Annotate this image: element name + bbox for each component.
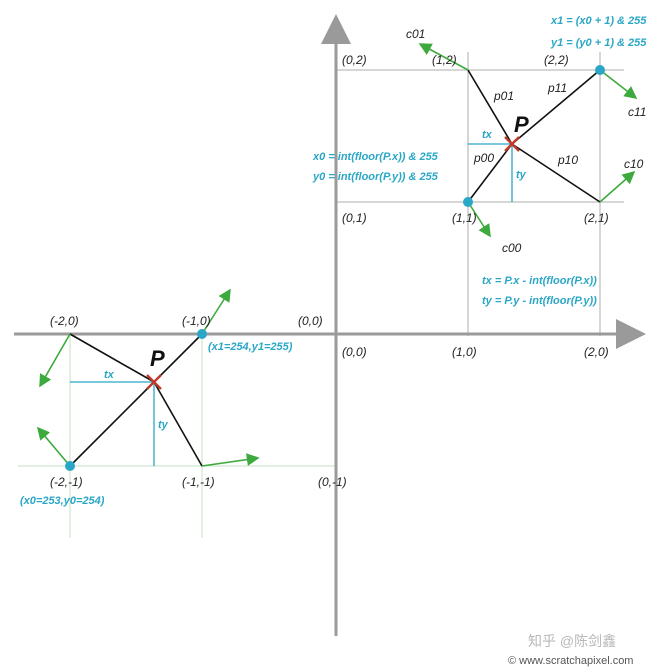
gradient-c01 [418, 43, 469, 71]
lower-gradients [36, 288, 260, 467]
segment-p11 [511, 69, 601, 145]
formula-tx: tx = P.x - int(floor(P.x)) [482, 275, 597, 287]
gradient [201, 453, 260, 467]
watermark-zhihu: 知乎 @陈剑鑫 [528, 633, 616, 649]
corner-dot-x1y1 [595, 65, 605, 75]
label-2-2: (2,2) [544, 53, 569, 67]
watermark-site: © www.scratchapixel.com [508, 655, 633, 667]
lower-grid [18, 336, 336, 538]
corner-dot-x0y0 [463, 197, 473, 207]
segment-p10 [511, 143, 601, 203]
wrap-label-lower: (x0=253,y0=254) [20, 495, 105, 507]
label-c01: c01 [406, 27, 425, 41]
point-p-lower-marker [146, 374, 162, 390]
label-neg1-0: (-1,0) [182, 314, 211, 328]
label-1-1: (1,1) [452, 211, 477, 225]
upper-segments [467, 69, 601, 203]
corner-dot-wrap-x1y1 [197, 329, 207, 339]
label-p01: p01 [493, 89, 514, 103]
label-origin-top: (0,0) [298, 314, 323, 328]
segment-p00 [467, 143, 513, 203]
segment [153, 333, 203, 383]
label-p11: p11 [547, 81, 567, 95]
corner-dot-wrap-x0y0 [65, 461, 75, 471]
formula-ty: ty = P.y - int(floor(P.y)) [482, 295, 597, 307]
formula-y0: y0 = int(floor(P.y)) & 255 [312, 171, 439, 183]
tx-label-lower: tx [104, 369, 115, 381]
label-1-0: (1,0) [452, 345, 477, 359]
label-0-neg1: (0,-1) [318, 475, 347, 489]
gradient-c11 [599, 69, 638, 99]
label-2-1: (2,1) [584, 211, 609, 225]
label-origin-bottom: (0,0) [342, 345, 367, 359]
label-0-1: (0,1) [342, 211, 367, 225]
label-c11: c11 [628, 105, 646, 119]
label-p00: p00 [473, 151, 494, 165]
gradient [36, 426, 71, 467]
label-c00: c00 [502, 241, 522, 255]
label-2-0: (2,0) [584, 345, 609, 359]
gradient-c00 [467, 201, 491, 238]
point-p-upper-marker [504, 136, 520, 152]
segment [69, 333, 155, 383]
formula-x0: x0 = int(floor(P.x)) & 255 [312, 151, 439, 163]
label-neg2-0: (-2,0) [50, 314, 79, 328]
gradient [201, 288, 231, 335]
upper-gradients [418, 43, 638, 238]
formula-y1: y1 = (y0 + 1) & 255 [550, 37, 647, 49]
tx-label-upper: tx [482, 129, 493, 141]
label-1-2: (1,2) [432, 53, 457, 67]
ty-label-upper: ty [516, 169, 527, 181]
wrap-label-upper: (x1=254,y1=255) [208, 341, 293, 353]
ty-label-lower: ty [158, 419, 169, 431]
label-p10: p10 [557, 153, 578, 167]
point-p-upper-label: P [514, 112, 529, 137]
label-0-2: (0,2) [342, 53, 367, 67]
upper-grid [336, 52, 624, 336]
segment [153, 381, 203, 467]
segment-p01 [467, 69, 513, 145]
gradient [39, 333, 71, 388]
segment [69, 381, 155, 467]
formula-x1: x1 = (x0 + 1) & 255 [550, 15, 647, 27]
gradient-c10 [599, 170, 636, 203]
lower-segments [69, 333, 203, 467]
point-p-lower-label: P [150, 346, 165, 371]
label-neg2-neg1: (-2,-1) [50, 475, 83, 489]
label-c10: c10 [624, 157, 644, 171]
label-neg1-neg1: (-1,-1) [182, 475, 215, 489]
